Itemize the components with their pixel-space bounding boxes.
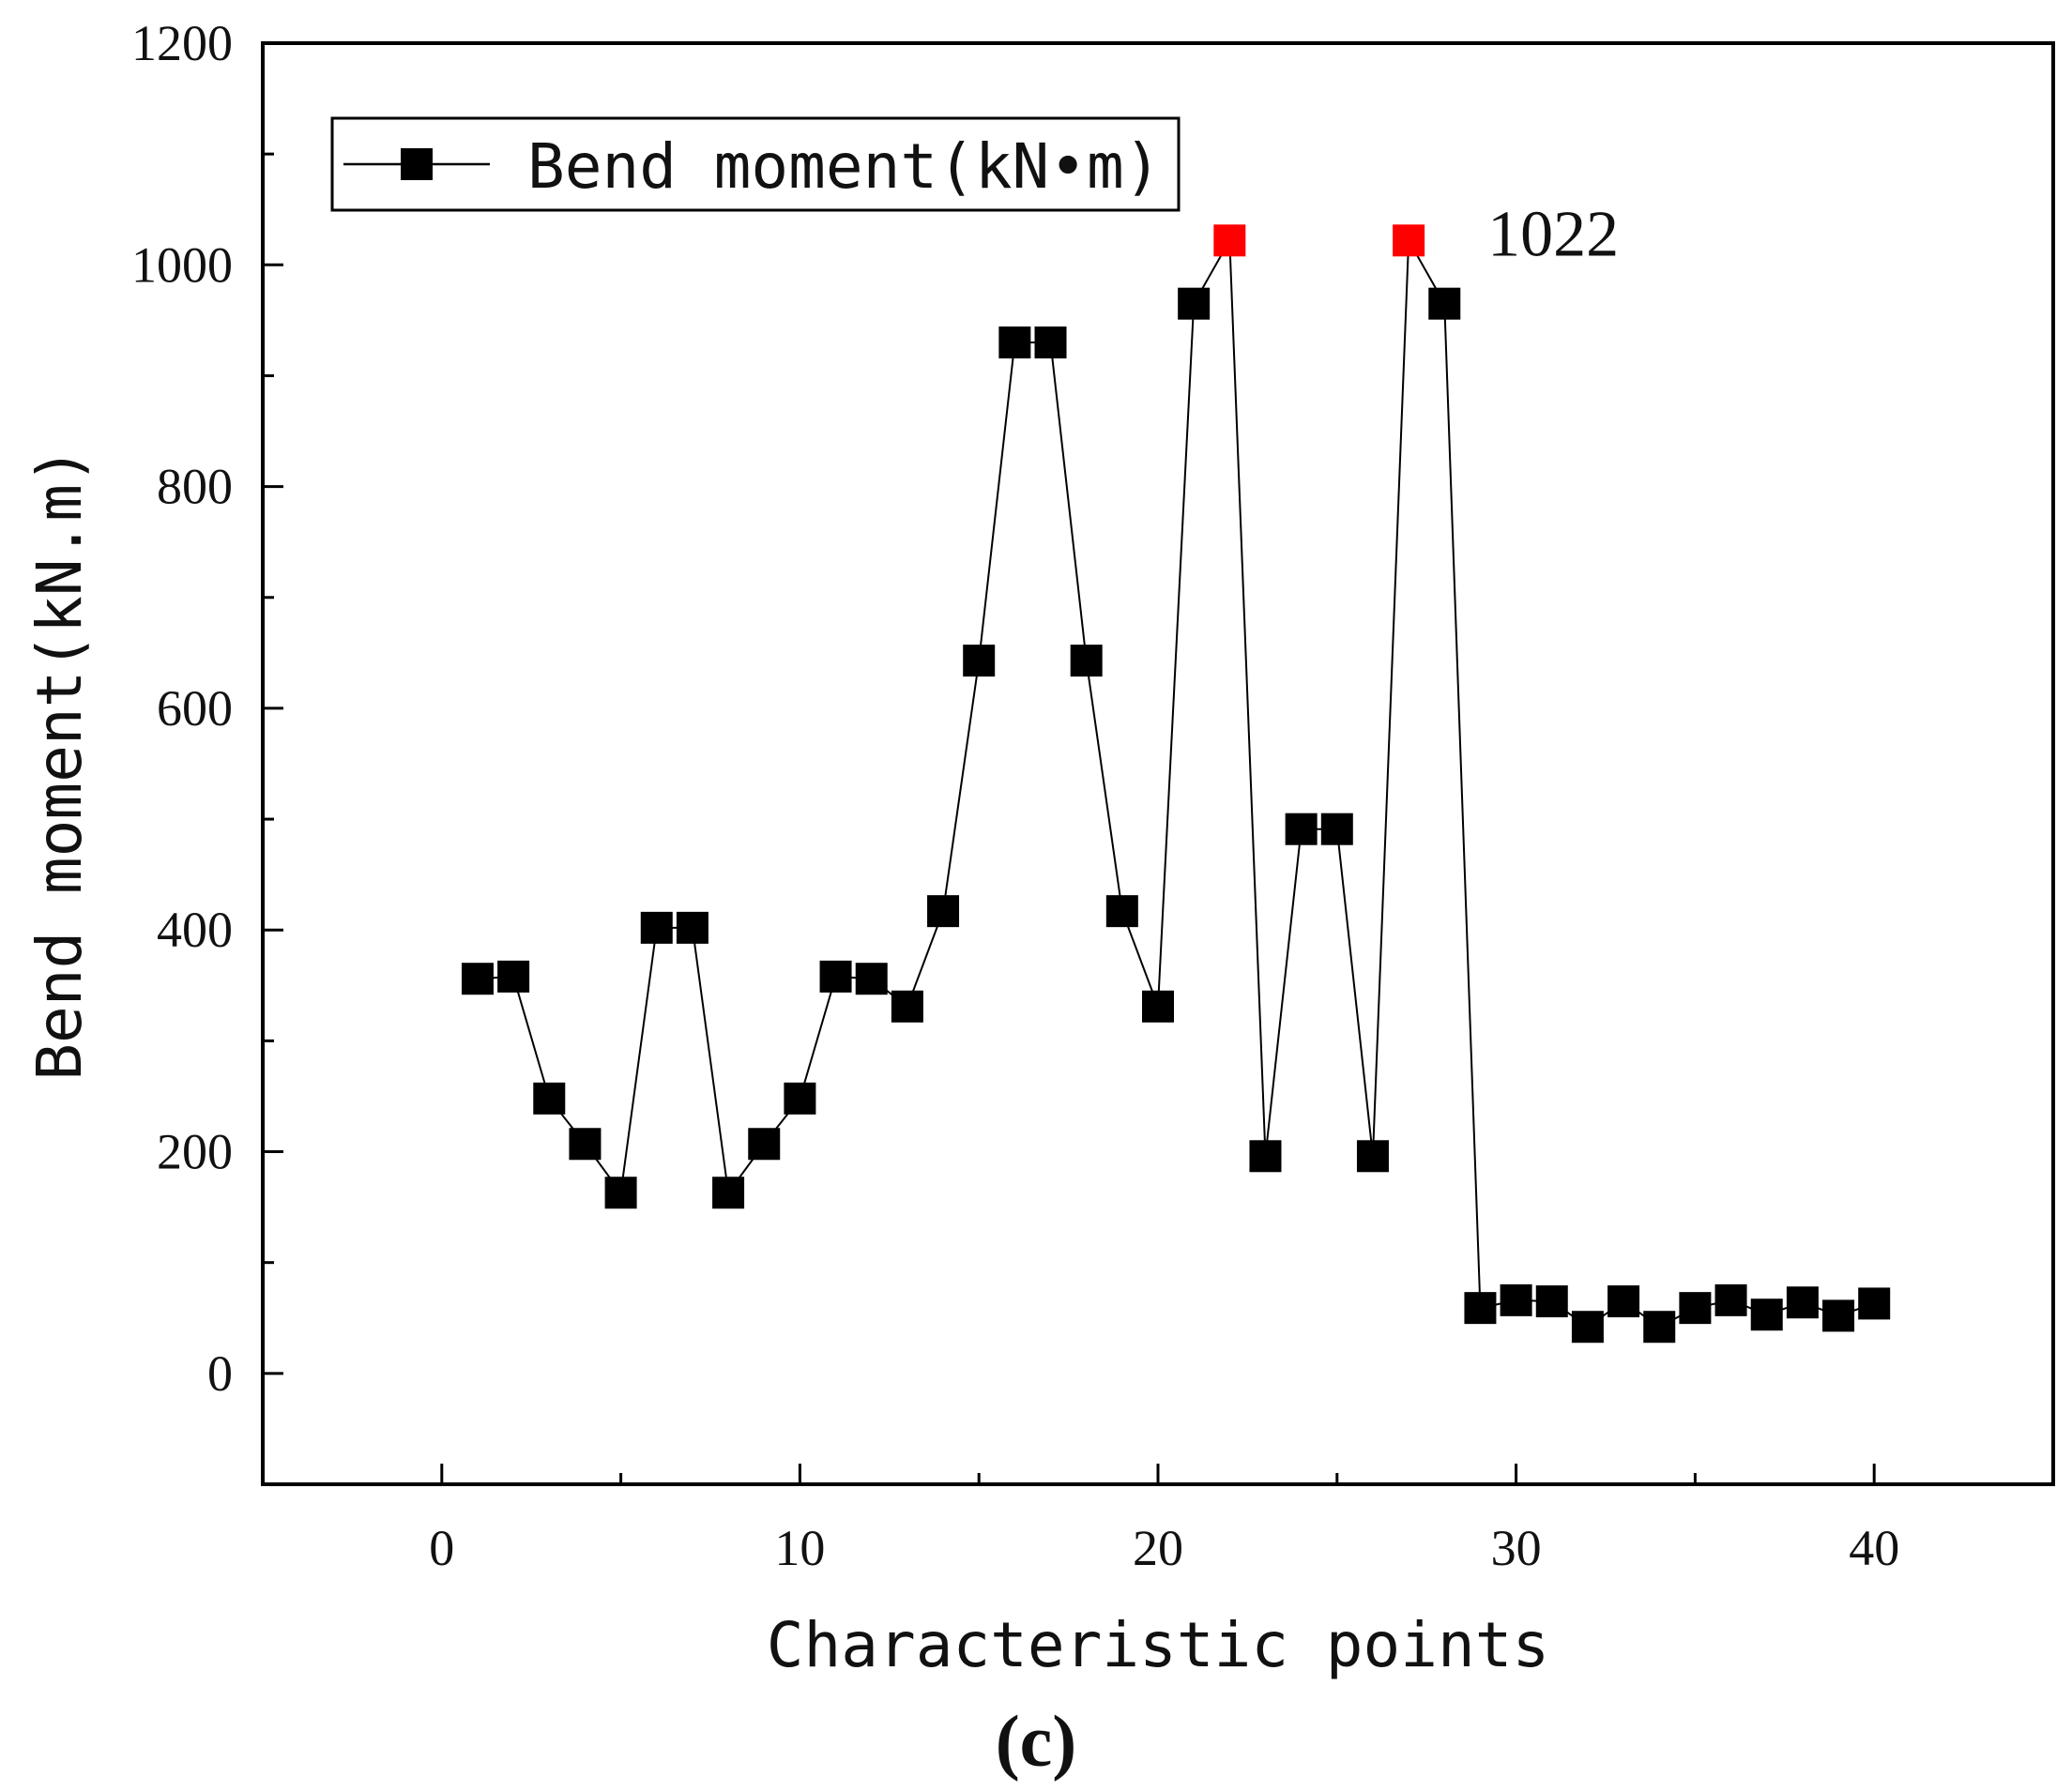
x-axis-title: Characteristic points <box>767 1609 1549 1681</box>
data-point-peak <box>1393 224 1425 257</box>
data-point <box>1571 1311 1604 1344</box>
y-axis-ticks: 0 200 400 600 800 1000 1200 <box>131 15 283 1486</box>
x-tick-label: 30 <box>1491 1520 1542 1576</box>
y-tick-label: 0 <box>207 1345 233 1402</box>
legend: Bend moment(kN•m) <box>330 116 1181 212</box>
x-tick-label: 0 <box>429 1520 454 1576</box>
x-tick-label: 10 <box>774 1520 825 1576</box>
data-point <box>1714 1283 1747 1316</box>
data-point <box>1822 1299 1855 1332</box>
data-point <box>1105 895 1138 928</box>
data-point <box>533 1082 566 1115</box>
data-point <box>784 1082 816 1115</box>
data-point <box>1320 812 1353 845</box>
data-point <box>1464 1292 1497 1325</box>
data-point <box>1607 1285 1640 1318</box>
y-tick-label: 200 <box>157 1124 233 1180</box>
data-point <box>1535 1285 1568 1318</box>
y-tick-label: 800 <box>157 459 233 515</box>
data-point <box>748 1128 781 1161</box>
data-point <box>461 963 494 995</box>
data-point <box>1178 287 1211 320</box>
data-point <box>963 645 996 677</box>
legend-marker-square <box>401 148 433 180</box>
data-point <box>497 960 530 993</box>
data-point <box>1285 812 1318 845</box>
data-point <box>712 1177 745 1209</box>
series-layer <box>461 224 1891 1344</box>
data-point <box>1786 1286 1819 1319</box>
data-point <box>1070 645 1103 677</box>
y-tick-label: 1200 <box>131 15 233 71</box>
data-point <box>1428 287 1461 320</box>
data-point-peak <box>1213 224 1246 257</box>
data-point <box>855 963 888 995</box>
data-point <box>1858 1287 1891 1320</box>
data-point <box>998 327 1031 359</box>
data-point <box>1500 1283 1532 1316</box>
legend-entry-label: Bend moment(kN•m) <box>527 130 1162 203</box>
panel-label: (c) <box>996 1700 1077 1782</box>
y-axis-title: Bend moment(kN.m) <box>23 447 96 1081</box>
x-axis-ticks: 0 10 20 30 40 <box>261 1464 2055 1576</box>
data-point <box>1034 327 1067 359</box>
y-tick-label: 1000 <box>131 236 233 293</box>
data-point <box>891 990 923 1023</box>
data-point <box>640 911 673 944</box>
y-tick-label: 600 <box>157 680 233 737</box>
plot-frame <box>261 41 2055 1486</box>
data-point <box>1679 1292 1712 1325</box>
data-point <box>569 1128 602 1161</box>
series-line <box>477 236 1875 1329</box>
data-point <box>676 911 708 944</box>
data-point <box>1142 990 1174 1023</box>
x-tick-label: 40 <box>1849 1520 1899 1576</box>
data-point <box>1356 1140 1389 1173</box>
data-point <box>1643 1311 1676 1344</box>
data-point <box>604 1177 637 1209</box>
peak-annotation: 1022 <box>1487 198 1619 270</box>
data-point <box>819 960 852 993</box>
x-tick-label: 20 <box>1133 1520 1183 1576</box>
y-tick-label: 400 <box>157 902 233 958</box>
data-point <box>1750 1298 1783 1331</box>
data-point <box>927 895 960 928</box>
data-point <box>1249 1140 1282 1173</box>
